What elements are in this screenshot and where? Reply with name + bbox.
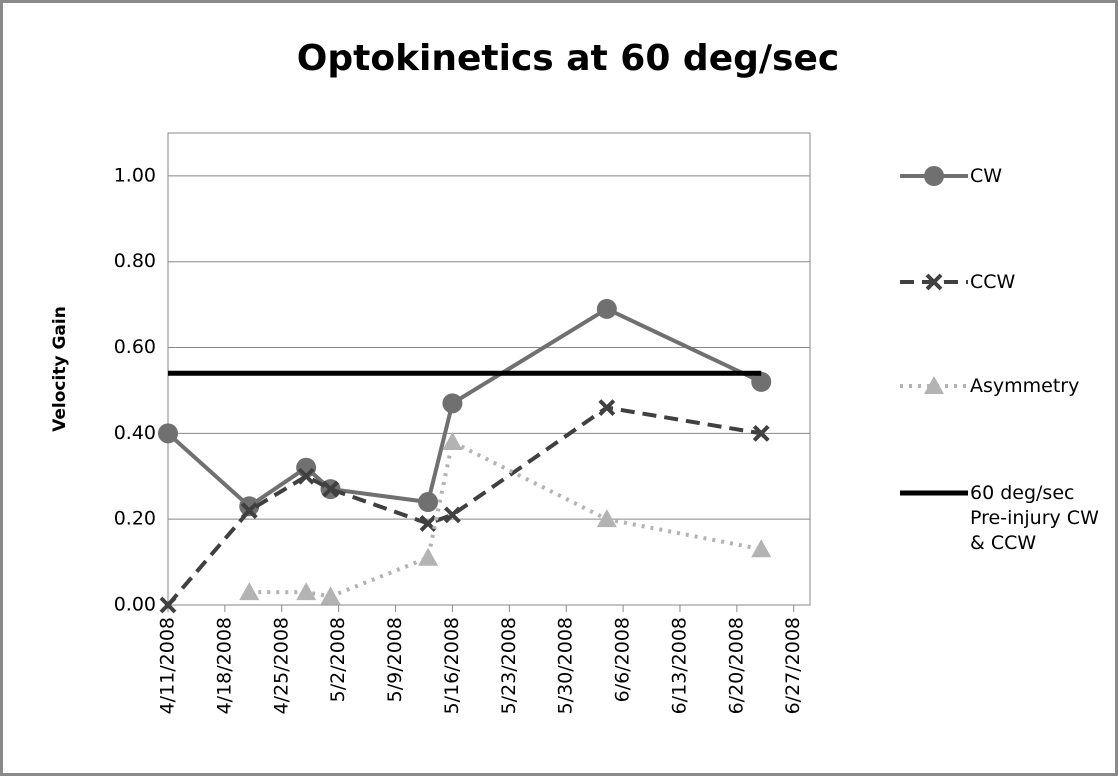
x-tick-label: 5/2/2008 (327, 617, 349, 702)
marker (320, 586, 341, 605)
x-tick-label: 5/30/2008 (555, 617, 577, 714)
x-tick-label: 5/23/2008 (498, 617, 520, 714)
marker (159, 596, 177, 614)
marker (322, 480, 339, 498)
marker (297, 467, 315, 485)
marker (596, 298, 617, 319)
y-tick-label: 1.00 (114, 164, 156, 186)
x-tick-label: 4/25/2008 (270, 617, 292, 714)
x-tick-label: 5/9/2008 (384, 617, 406, 702)
legend-swatch (900, 376, 968, 394)
marker (296, 582, 317, 601)
y-tick-label: 0.20 (114, 508, 156, 530)
plot-area (167, 132, 811, 606)
y-axis-label: Velocity Gain (50, 306, 70, 432)
marker (444, 506, 461, 524)
x-tick-label: 6/13/2008 (668, 617, 690, 714)
legend-label: Asymmetry (970, 375, 1080, 397)
x-tick-label: 6/6/2008 (612, 617, 634, 702)
chart-title: Optokinetics at 60 deg/sec (297, 38, 839, 79)
series-line (166, 405, 762, 607)
series-line (166, 306, 763, 509)
marker (442, 431, 463, 450)
legend-label: 60 deg/sec Pre-injury CW & CCW (970, 482, 1099, 554)
x-tick-label: 6/27/2008 (782, 617, 804, 714)
y-tick-label: 0.40 (114, 422, 156, 444)
legend-label: CCW (970, 271, 1016, 293)
y-tick-label: 0.60 (114, 336, 156, 358)
marker (751, 371, 772, 392)
marker (418, 547, 439, 566)
legend-swatch (900, 490, 968, 496)
marker (924, 376, 944, 394)
marker (925, 273, 943, 291)
x-tick-label: 5/16/2008 (441, 617, 463, 714)
marker (418, 492, 439, 513)
marker (596, 509, 617, 528)
x-tick-label: 4/18/2008 (213, 617, 235, 714)
marker (598, 399, 616, 417)
legend-entry: 60 deg/sec Pre-injury CW & CCW (898, 481, 1100, 556)
legend-swatch (900, 166, 968, 186)
legend-label: CW (970, 165, 1003, 187)
marker (239, 496, 260, 517)
legend-entry: Asymmetry (898, 374, 1100, 399)
x-tick-label: 4/11/2008 (157, 617, 179, 714)
marker (924, 166, 944, 186)
marker (751, 539, 772, 558)
legend-entry: CW (898, 164, 1100, 189)
x-tick-label: 6/20/2008 (725, 617, 747, 714)
marker (240, 502, 258, 520)
y-tick-label: 0.80 (114, 250, 156, 272)
marker (442, 393, 463, 414)
marker (239, 582, 260, 601)
legend-swatch (900, 273, 968, 291)
marker (158, 423, 178, 444)
legend-entry: CCW (898, 270, 1100, 295)
y-tick-label: 0.00 (114, 594, 156, 616)
marker (752, 424, 770, 442)
